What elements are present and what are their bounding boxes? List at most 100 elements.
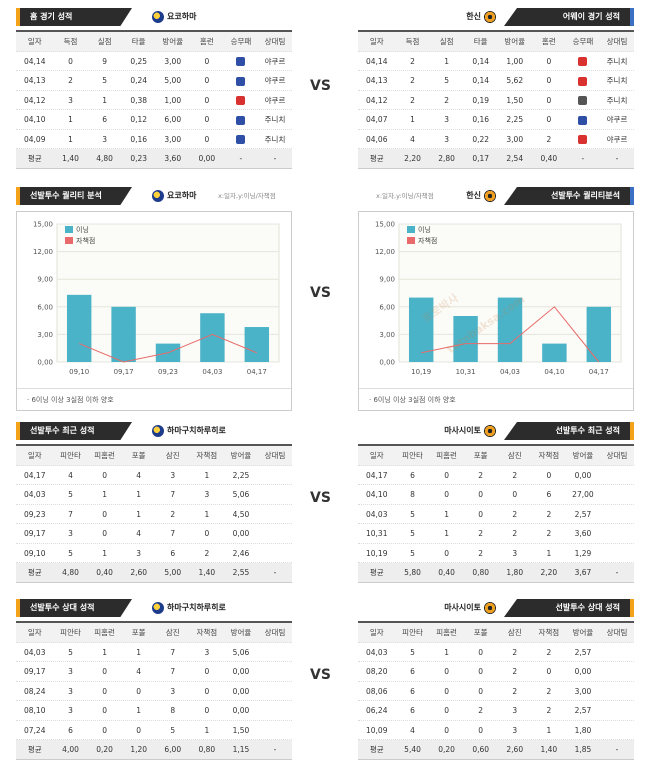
table-cell-r: 0 [68,56,73,66]
table-cell: 2 [512,529,518,538]
table-cell: 2,57 [574,647,592,657]
x-tick-label: 09,23 [158,368,178,376]
vs-label: VS [310,667,331,683]
average-cell-r: 2,20 [404,154,421,163]
result-badge-icon [236,96,246,105]
home-record-table: 일자 득점 실점 타율 방어율 홈런 승무패 상대팀 04,14 0 9 0,25 3,00 0 야쿠르 04… [16,30,292,169]
table-cell: 0 [136,725,142,735]
table-average-row: 평균 4,00 0,20 1,20 6,00 0,80 1,15 - [16,740,292,760]
result-badge-icon [236,135,246,144]
table-cell: 2 [546,529,552,538]
table-row: 07,24 6 0 0 5 1 1,50 [16,721,292,740]
left-quality-panel: 선발투수 퀄리티 분석 요코하마 x:일자,y:이닝/자책점 15,00 12,0… [16,187,292,411]
table-row: 08,24 3 0 0 3 0 0,00 [16,682,292,701]
result-badge-icon [578,76,588,86]
average-cell: 5,40 [404,745,421,754]
right-recent-title: 선발투수 최근 성적 [504,422,634,440]
table-cell: 0 [512,490,518,499]
table-cell: 0 [478,667,484,676]
y-tick-label: 9,00 [379,276,395,284]
column-header: 승무패 [572,37,594,46]
table-cell-hr: 0 [204,76,210,85]
table-cell: 4 [136,470,142,480]
table-cell-r: 1 [68,134,73,144]
table-cell: 08,10 [24,706,46,715]
baystars-logo-icon [152,190,164,202]
table-cell-result [224,52,258,71]
table-cell-ra: 5 [102,76,107,85]
table-cell-ra: 9 [102,56,107,66]
table-cell-r: 2 [410,56,415,66]
column-header: 피홈런 [436,451,457,460]
table-cell-ra: 5 [444,76,449,85]
table-cell-date: 04,13 [366,76,388,85]
table-cell: 09,10 [24,548,46,558]
average-cell: 1,40 [198,568,216,577]
table-cell: 3 [170,470,176,480]
average-cell: - [273,568,277,577]
table-cell: 7 [170,647,176,657]
line-earned-runs [421,306,600,363]
table-cell-era: 3,00 [506,134,524,144]
average-cell: 1,85 [574,745,592,754]
table-cell: 04,03 [366,647,388,657]
table-cell-date: 04,09 [24,134,46,144]
table-cell: 3,00 [574,686,592,696]
table-cell: 2 [546,706,552,715]
column-header: 득점 [63,37,78,46]
right-quality-chart-svg: 15,00 12,00 9,00 6,00 3,00 0,00 10,19 10,31 04,0… [375,221,622,376]
average-cell-ra: 4,80 [96,154,113,163]
average-cell: 0,40 [96,568,113,577]
table-cell: 0,00 [232,667,250,676]
table-cell: 5 [68,490,73,499]
table-cell: 6 [546,490,552,499]
table-cell-r: 2 [410,95,415,105]
table-row: 04,10 1 6 0,12 6,00 0 주니치 [16,110,292,130]
table-cell: 2 [512,686,518,696]
table-row: 04,03 5 1 1 7 3 5,06 [16,485,292,505]
column-header: 삼진 [165,451,180,460]
table-cell-date: 04,14 [24,56,46,66]
table-cell: 3 [204,647,210,657]
column-header: 삼진 [507,628,522,637]
average-cell: 0,40 [438,568,455,577]
average-cell: 평균 [369,568,384,577]
column-header: 상대팀 [606,628,628,637]
table-cell: 5 [410,529,415,538]
table-row: 10,09 4 0 0 3 1 1,80 [358,721,634,740]
left-quality-footnote: · 6이닝 이상 3실점 이하 양호 [17,388,291,410]
table-cell-r: 1 [410,115,415,124]
table-cell: 1 [136,509,142,519]
table-average-row: 평균 5,80 0,40 0,80 1,80 2,20 3,67 - [358,563,634,583]
result-badge-icon [236,76,246,86]
column-header: 포볼 [473,451,488,460]
table-cell-result [224,91,258,110]
table-cell: 0 [444,490,449,499]
legend-er: 자책점 [65,235,95,246]
table-cell-avg: 0,12 [130,115,148,124]
average-cell: 4,00 [62,745,79,754]
table-cell: 08,24 [24,686,46,696]
table-cell-opponent: 주니치 [264,115,286,124]
right-recent-pitcher-name: 마사시이토 [444,426,481,435]
vs-label: VS [310,78,331,94]
column-header: 포볼 [131,628,146,637]
right-versus-pitcher-name: 마사시이토 [444,603,481,612]
table-cell-ra: 1 [444,56,449,66]
table-cell: 3 [512,725,518,735]
table-cell-opponent: 주니치 [606,56,628,66]
table-cell-era: 3,00 [164,134,182,144]
table-cell-ra: 1 [102,95,107,105]
column-header: 피안타 [60,451,81,460]
average-cell-res: - [581,154,585,163]
table-cell: 2 [512,647,518,657]
table-cell: 1 [204,470,210,480]
table-cell-r: 2 [410,76,415,85]
left-versus-table: 일자 피안타 피홈런 포볼 삼진 자책점 방어율 상대팀 04,03 5 1 1 7 3 5,06 09,17… [16,621,292,760]
table-cell: 2 [478,548,484,558]
right-versus-pitcher: 마사시이토 [444,601,496,615]
tigers-logo-icon [484,425,496,437]
column-header: 타율 [473,37,488,46]
table-cell: 4,50 [232,509,250,519]
result-badge-icon [578,96,588,105]
